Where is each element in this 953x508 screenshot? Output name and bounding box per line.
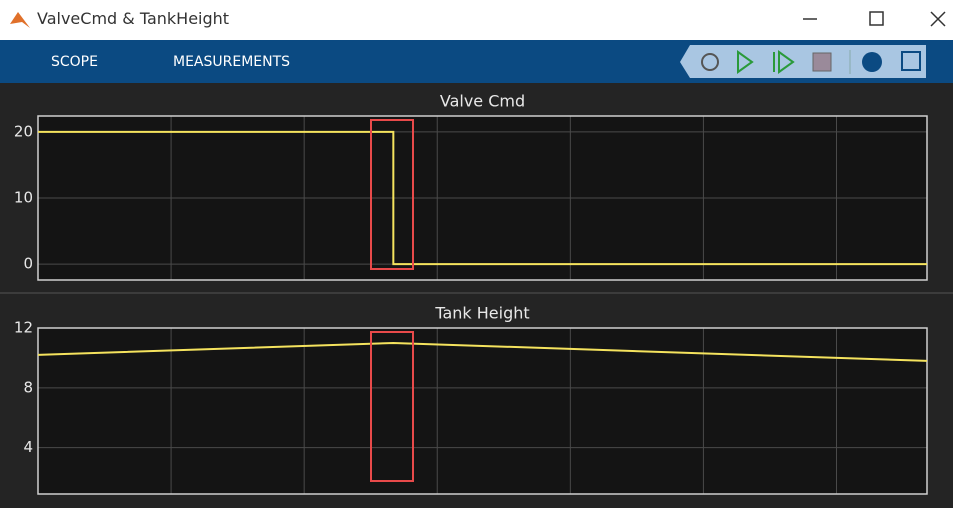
quick-access <box>680 45 926 78</box>
window-title: ValveCmd & TankHeight <box>37 9 230 28</box>
plot-frame <box>37 327 928 495</box>
tab[interactable]: MEASUREMENTS <box>173 54 291 70</box>
toolstrip: SCOPE MEASUREMENTS <box>0 40 953 83</box>
highlight-box <box>370 119 414 270</box>
plot-frame <box>37 115 928 281</box>
y-tick-label: 4 <box>23 438 33 456</box>
tab[interactable]: SCOPE <box>51 54 98 70</box>
chart-title: Tank Height <box>434 304 529 323</box>
y-tick-label: 12 <box>14 319 33 337</box>
y-tick-label: 20 <box>14 122 33 140</box>
window-controls[interactable] <box>773 0 953 40</box>
scope-plots: Valve Cmd 0 10 20 Tank Height 4 8 12 <box>0 92 953 495</box>
series-line <box>37 341 928 362</box>
app-icon <box>10 12 30 28</box>
highlight-box <box>370 331 414 482</box>
y-tick-label: 0 <box>23 255 33 273</box>
y-tick-label: 8 <box>23 378 33 396</box>
title-bar: ValveCmd & TankHeight <box>0 0 953 40</box>
chart-title: Valve Cmd <box>440 92 525 111</box>
series-line <box>38 130 927 266</box>
y-tick-label: 10 <box>14 189 33 207</box>
